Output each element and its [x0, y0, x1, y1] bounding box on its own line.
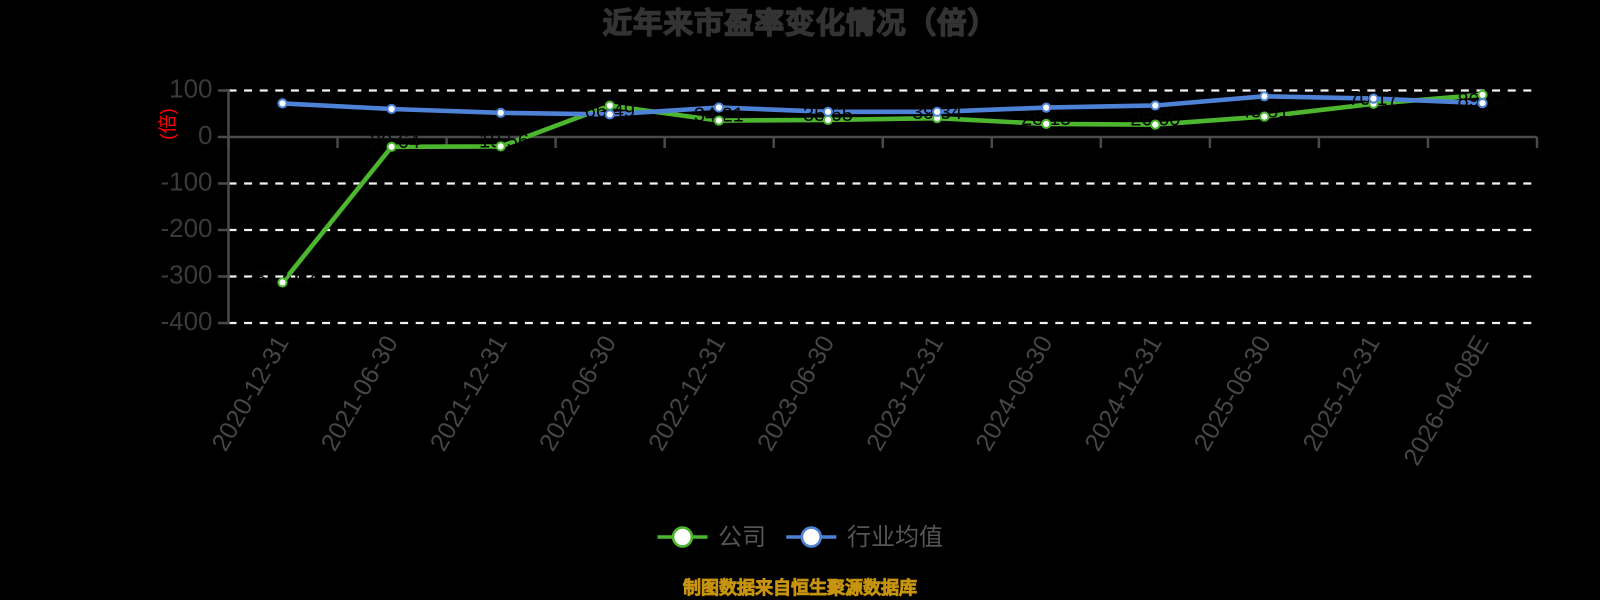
- svg-text:0: 0: [198, 120, 212, 150]
- svg-text:-400: -400: [160, 306, 212, 336]
- svg-text:行业均值: 行业均值: [847, 524, 943, 551]
- svg-text:制图数据来自恒生聚源数据库: 制图数据来自恒生聚源数据库: [683, 577, 917, 598]
- svg-text:-200: -200: [160, 213, 212, 243]
- svg-text:公司: 公司: [718, 524, 766, 551]
- svg-text:(倍): (倍): [157, 108, 179, 140]
- svg-text:-300: -300: [160, 260, 212, 290]
- svg-text:-100: -100: [160, 167, 212, 197]
- svg-text:近年来市盈率变化情况（倍）: 近年来市盈率变化情况（倍）: [603, 6, 998, 40]
- svg-text:100: 100: [169, 74, 212, 104]
